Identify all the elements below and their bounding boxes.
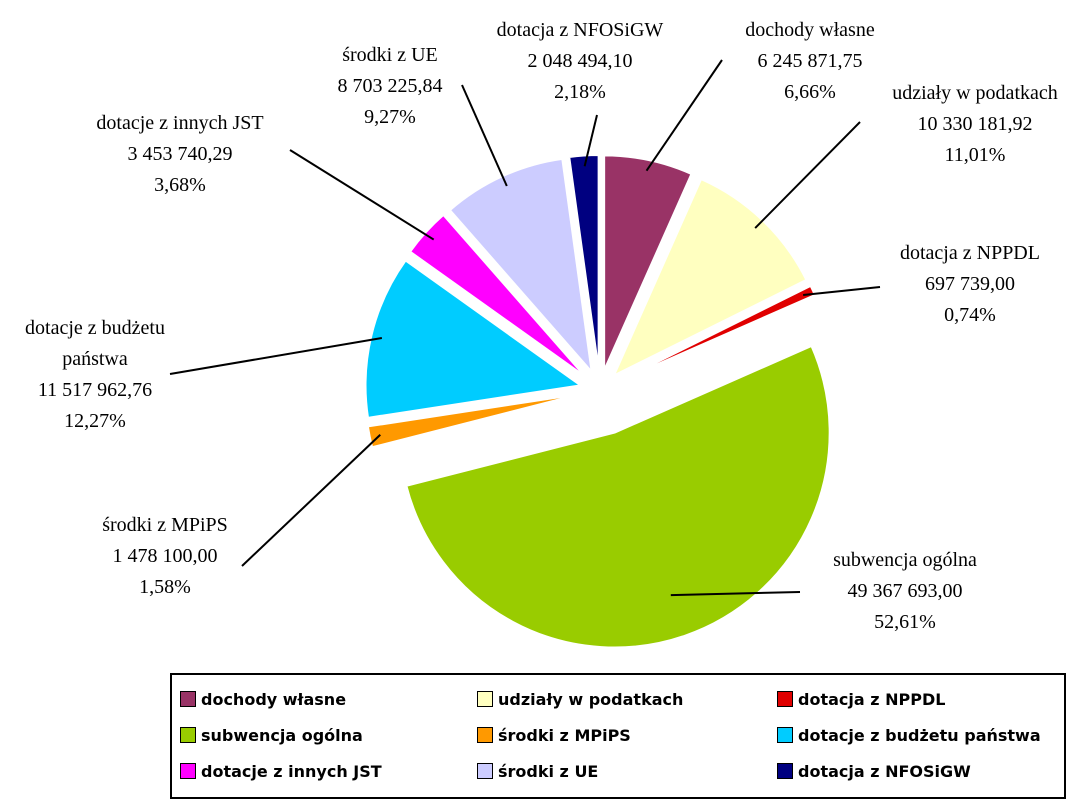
label-value: 1 478 100,00 [112,545,218,567]
label-value: 8 703 225,84 [337,75,443,97]
label-percent: 3,68% [154,174,206,196]
label-percent: 2,18% [554,81,606,103]
pie-slice [568,154,600,371]
data-label: dotacje z budżetu państwa 11 517 962,76 12… [0,313,190,437]
legend-item: dotacje z budżetu państwa [777,719,1041,751]
legend-swatch [180,763,196,779]
label-percent: 11,01% [944,144,1006,166]
pie-slice [364,259,584,419]
leader-line [169,336,383,375]
data-label: udziały w podatkach 10 330 181,92 11,01% [860,78,1078,171]
legend-item: subwencja ogólna [180,719,363,751]
label-name: dotacje z innych JST [96,112,264,134]
label-percent: 1,58% [139,576,191,598]
leader-line [670,591,801,597]
legend-label: udziały w podatkach [498,689,684,709]
legend-swatch [777,763,793,779]
data-label: dochody własne 6 245 871,75 6,66% [700,15,920,108]
legend-item: udziały w podatkach [477,683,683,715]
legend-item: środki z UE [477,755,598,787]
data-label: subwencja ogólna 49 367 693,00 52,61% [790,545,1020,638]
pie-slice [603,154,693,371]
label-name: dotacja z NPPDL [900,242,1040,264]
legend-item: środki z MPiPS [477,719,631,751]
data-label: środki z MPiPS 1 478 100,00 1,58% [70,510,260,603]
label-percent: 9,27% [364,106,416,128]
legend-swatch [777,691,793,707]
data-label: środki z UE 8 703 225,84 9,27% [300,40,480,133]
pie-slice [617,284,817,383]
legend-swatch [477,763,493,779]
leader-line [803,286,881,296]
pie-slice [405,344,831,649]
leader-line [754,121,861,229]
label-percent: 0,74% [944,304,996,326]
label-name: udziały w podatkach [892,82,1058,104]
legend-item: dotacja z NFOSiGW [777,755,971,787]
label-name: dotacja z NFOSiGW [496,19,664,41]
leader-line [241,434,381,567]
legend-item: dotacje z innych JST [180,755,382,787]
data-label: dotacja z NFOSiGW 2 048 494,10 2,18% [480,15,680,108]
leader-line [289,149,435,241]
label-name: subwencja ogólna [833,549,977,571]
label-name: środki z UE [342,44,438,66]
data-label: dotacje z innych JST 3 453 740,29 3,68% [60,108,300,201]
label-value: 11 517 962,76 [37,379,153,401]
legend-swatch [477,727,493,743]
legend-swatch [777,727,793,743]
label-percent: 6,66% [784,81,836,103]
label-value: 6 245 871,75 [757,50,863,72]
label-value: 3 453 740,29 [127,143,233,165]
legend: dochody własne udziały w podatkach dotacja… [170,673,1066,799]
label-name: dotacje z budżetu państwa [25,317,165,370]
data-label: dotacja z NPPDL 697 739,00 0,74% [870,238,1070,331]
label-value: 2 048 494,10 [527,50,633,72]
legend-item: dochody własne [180,683,346,715]
legend-label: środki z MPiPS [498,725,631,745]
pie-slice [366,393,581,449]
legend-label: dotacje z innych JST [201,761,382,781]
label-value: 49 367 693,00 [847,580,963,602]
label-name: środki z MPiPS [102,514,228,536]
legend-swatch [180,691,196,707]
leader-line [583,114,598,167]
legend-swatch [180,727,196,743]
leader-line [645,59,723,172]
label-value: 10 330 181,92 [917,113,1033,135]
legend-item: dotacja z NPPDL [777,683,945,715]
pie-slice [408,213,586,378]
legend-label: środki z UE [498,761,599,781]
legend-label: dotacja z NPPDL [798,689,946,709]
legend-swatch [477,691,493,707]
legend-label: subwencja ogólna [201,725,363,745]
label-name: dochody własne [745,19,875,41]
legend-label: dotacja z NFOSiGW [798,761,971,781]
legend-label: dotacje z budżetu państwa [798,725,1041,745]
label-percent: 12,27% [64,410,126,432]
leader-line [461,84,508,187]
legend-label: dochody własne [201,689,347,709]
label-percent: 52,61% [874,611,936,633]
label-value: 697 739,00 [925,273,1015,295]
